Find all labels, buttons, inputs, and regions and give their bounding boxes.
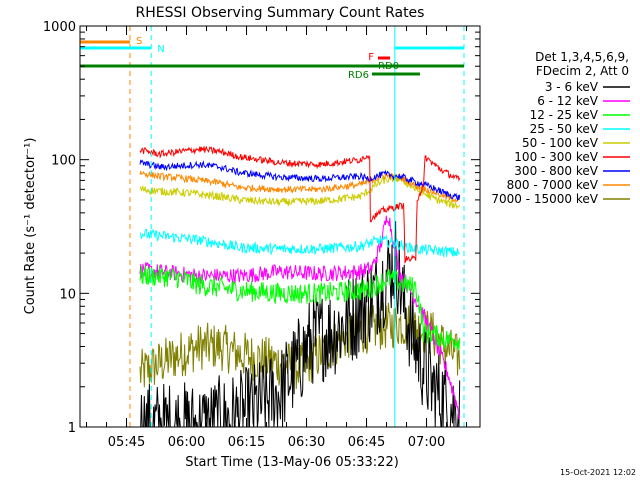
x-tick-label: 06:30 [288,435,325,450]
y-tick-label: 1000 [43,20,76,35]
chart-title: RHESSI Observing Summary Count Rates [136,5,425,21]
annotation-s: S [136,36,142,47]
date-stamp: 15-Oct-2021 12:02 [560,468,636,477]
series-line-100-300-kev [139,145,461,264]
series-line-12-25-kev [139,265,461,351]
legend-entry-label: 6 - 12 keV [537,94,599,108]
legend-entry-label: 800 - 7000 keV [507,178,599,192]
series-layer [139,145,461,427]
legend-title-line: Det 1,3,4,5,6,9, [535,50,629,64]
y-tick-label: 1 [68,421,76,436]
y-tick-label: 100 [51,154,76,169]
y-axis-label: Count Rate (s⁻¹ detector⁻¹) [23,138,38,315]
annotation-n: N [157,44,164,55]
legend: Det 1,3,4,5,6,9,FDecim 2, Att 0 3 - 6 keV… [491,50,630,206]
x-axis-label: Start Time (13-May-06 05:33:22) [185,455,399,470]
plot-frame [79,25,481,428]
annotation-rd0: RD0 [378,61,399,72]
series-line-300-800-kev [139,159,461,202]
x-tick-label: 06:00 [168,435,205,450]
x-tick-label: 06:45 [348,435,385,450]
legend-entry-label: 3 - 6 keV [545,80,599,94]
y-tick-label: 10 [59,287,76,302]
legend-entry-label: 12 - 25 keV [530,108,599,122]
axes-layer: 1 10 100 1000 05:45 06:00 06:15 06:30 06:45 07:00 [43,20,480,450]
legend-entry-label: 50 - 100 keV [522,136,599,150]
legend-entry-label: 7000 - 15000 keV [491,192,598,206]
x-tick-label: 06:15 [228,435,265,450]
x-tick-label: 05:45 [108,435,145,450]
x-tick-label: 07:00 [408,435,445,450]
series-line-25-50-kev [139,228,461,258]
legend-entry-label: 100 - 300 keV [514,150,598,164]
legend-title-line: FDecim 2, Att 0 [536,64,629,78]
annotation-rd6: RD6 [348,70,369,81]
overlay-layer: S N F RD0 RD6 [80,26,465,427]
series-line-3-6-kev [140,221,461,427]
legend-entry-label: 300 - 800 keV [514,164,598,178]
legend-entry-label: 25 - 50 keV [530,122,599,136]
annotation-f: F [368,52,374,63]
